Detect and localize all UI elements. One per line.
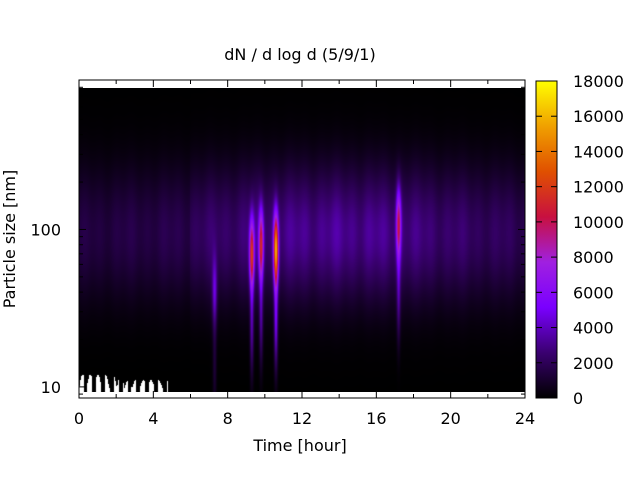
y-axis-label: Particle size [nm] xyxy=(0,170,19,309)
x-tick-label: 8 xyxy=(223,409,233,428)
colorbar-tick-label: 6000 xyxy=(573,283,614,302)
x-tick-label: 4 xyxy=(148,409,158,428)
y-tick-label: 10 xyxy=(41,378,61,397)
heatmap-image xyxy=(79,88,525,392)
colorbar-tick-label: 16000 xyxy=(573,107,624,126)
x-axis-label: Time [hour] xyxy=(252,436,346,455)
x-tick-label: 0 xyxy=(74,409,84,428)
y-axis-ticks: 10 100 xyxy=(30,86,525,397)
colorbar-ticks: 0 2000 4000 6000 8000 10000 12000 14000 16000 180… xyxy=(536,72,624,408)
x-tick-label: 24 xyxy=(515,409,535,428)
plot-area: 0 4 8 12 16 20 24 10 100 xyxy=(30,79,535,428)
x-tick-label: 12 xyxy=(292,409,312,428)
x-tick-label: 20 xyxy=(440,409,460,428)
colorbar-tick-label: 0 xyxy=(573,389,583,408)
colorbar-tick-label: 8000 xyxy=(573,248,614,267)
x-axis-ticks: 0 4 8 12 16 20 24 xyxy=(74,80,535,428)
x-tick-label: 16 xyxy=(366,409,386,428)
colorbar-tick-label: 14000 xyxy=(573,142,624,161)
colorbar-gradient xyxy=(535,80,558,399)
chart-title: dN / d log d (5/9/1) xyxy=(224,45,375,64)
colorbar-tick-label: 18000 xyxy=(573,72,624,91)
colorbar-tick-label: 12000 xyxy=(573,178,624,197)
colorbar: 0 2000 4000 6000 8000 10000 12000 14000 16000 180… xyxy=(535,72,624,408)
colorbar-tick-label: 2000 xyxy=(573,354,614,373)
colorbar-tick-label: 10000 xyxy=(573,213,624,232)
colorbar-tick-label: 4000 xyxy=(573,319,614,338)
y-tick-label: 100 xyxy=(30,220,61,239)
